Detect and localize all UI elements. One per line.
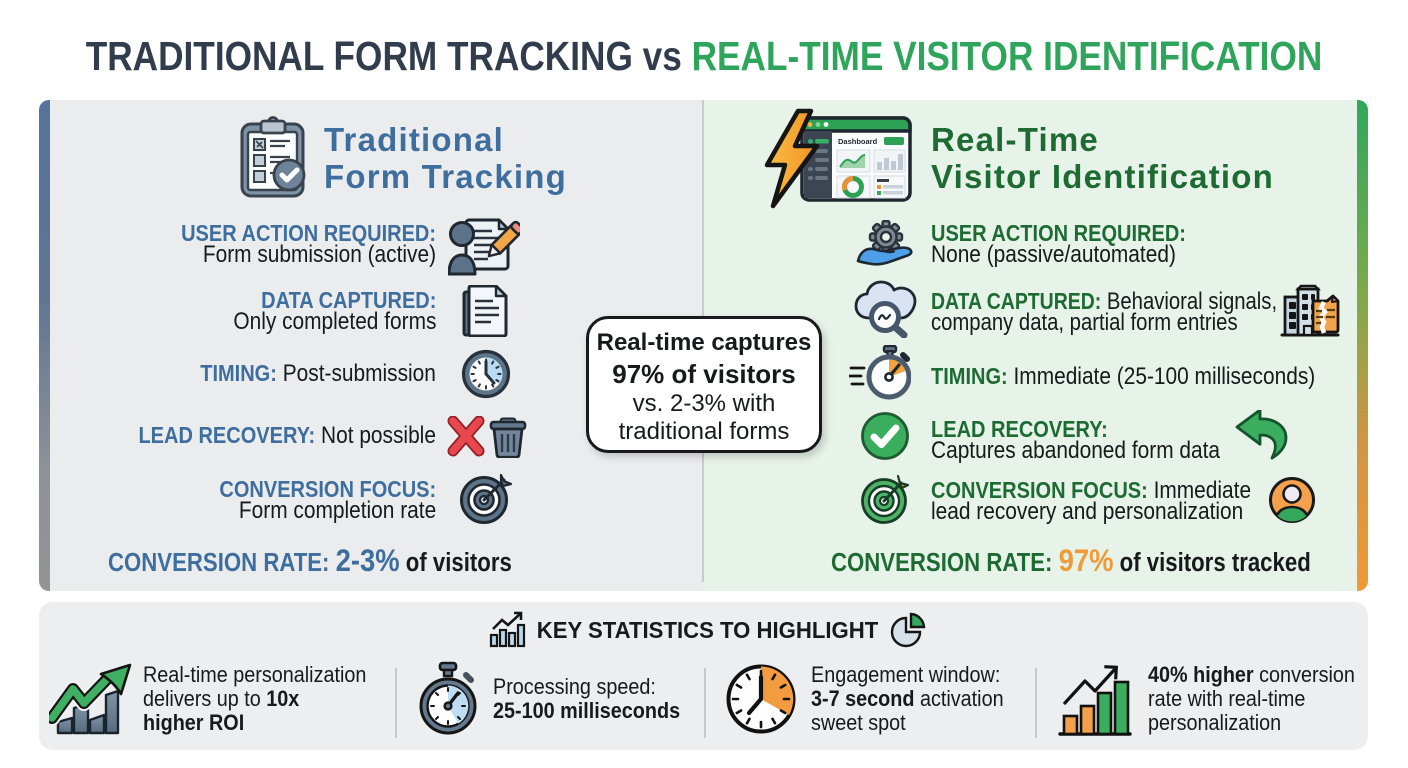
svg-text:Dashboard: Dashboard xyxy=(838,137,878,146)
